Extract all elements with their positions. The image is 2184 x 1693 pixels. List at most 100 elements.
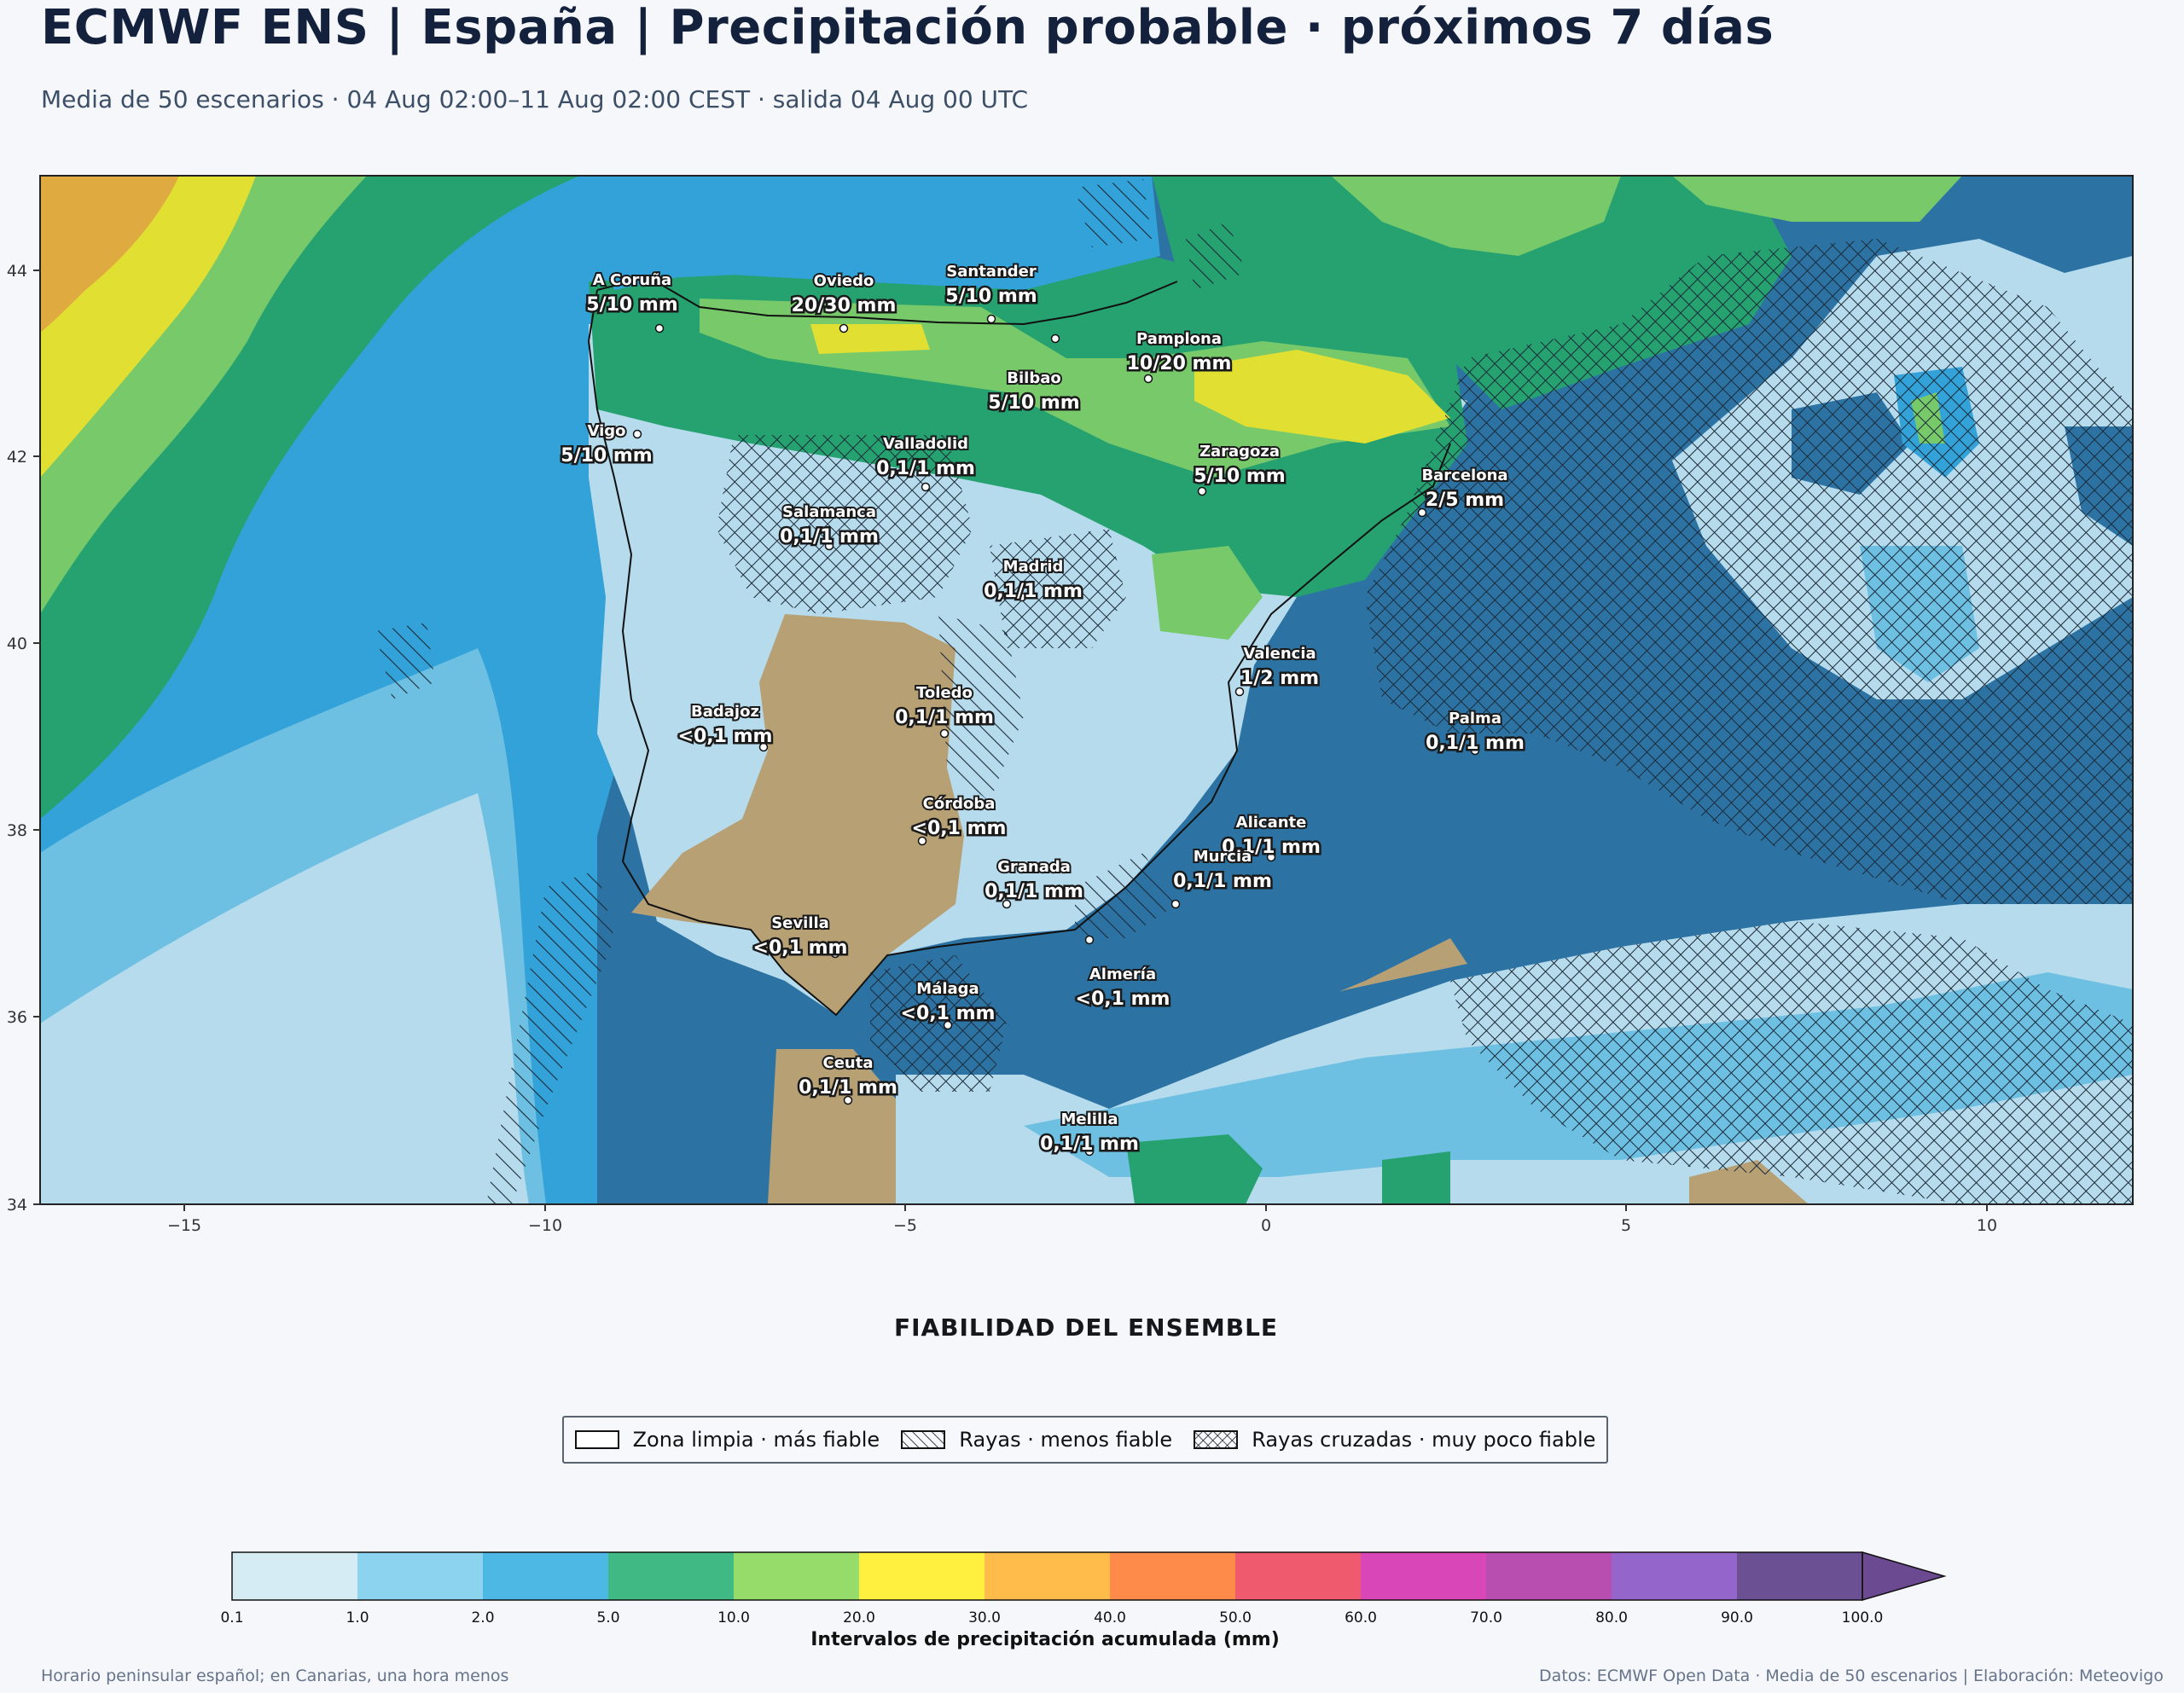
city-name: Madrid [1003, 558, 1064, 576]
city-name: Badajoz [691, 703, 759, 721]
city-marker [758, 742, 769, 752]
legend-label-clean: Zona limpia · más fiable [632, 1428, 880, 1452]
city-precip-value: 0,1/1 mm [984, 581, 1083, 602]
colorbar-tick-label: 30.0 [968, 1609, 1001, 1626]
colorbar-segment [232, 1552, 357, 1600]
colorbar-tick-label: 1.0 [346, 1609, 369, 1626]
lon-tick-label: −10 [528, 1216, 562, 1235]
city-marker [1143, 374, 1153, 384]
city-marker [917, 836, 927, 846]
reliability-overlay [375, 179, 2133, 1204]
city-marker [1266, 852, 1276, 862]
footer-credits: Datos: ECMWF Open Data · Media de 50 esc… [1539, 1667, 2164, 1685]
lon-tick-label: −5 [893, 1216, 917, 1235]
page-subtitle: Media de 50 escenarios · 04 Aug 02:00–11… [41, 85, 1029, 113]
city-precip-value: 0,1/1 mm [876, 458, 975, 479]
colorbar-segment [859, 1552, 985, 1600]
latitude-ticks: 44 42 40 38 36 34 [7, 262, 40, 1215]
city-name: Pamplona [1136, 330, 1222, 348]
colorbar-segment [734, 1552, 859, 1600]
map-frame [39, 175, 2134, 1205]
city-marker [839, 323, 849, 333]
city-precip-value: 0,1/1 mm [799, 1077, 897, 1099]
city-name: Sevilla [771, 914, 829, 932]
city-name: Murcia [1194, 848, 1252, 866]
city-precip-value: 20/30 mm [792, 295, 897, 316]
page-title: ECMWF ENS | España | Precipitación proba… [41, 0, 1774, 55]
city-precip-value: <0,1 mm [1076, 989, 1170, 1010]
city-labels: A Coruña 5/10 mm Oviedo 20/30 mm Santander 5/… [559, 261, 1527, 1157]
colorbar-segment [1737, 1552, 1862, 1600]
colorbar-segment [608, 1552, 734, 1600]
city-name: Almería [1089, 965, 1156, 983]
city-precip-value: 0,1/1 mm [1426, 733, 1525, 754]
city-name: Melilla [1061, 1110, 1118, 1128]
map-canvas: −15 −10 −5 0 5 10 44 42 40 38 36 34 A Coruña 5/10 m… [7, 175, 2134, 1235]
city-precip-value: 5/10 mm [1194, 466, 1285, 487]
city-name: Toledo [916, 684, 973, 702]
city-marker [943, 1020, 953, 1030]
city-marker [1050, 333, 1060, 344]
city-precip-value: 0,1/1 mm [780, 526, 879, 548]
colorbar-tick-label: 0.1 [220, 1609, 243, 1626]
lat-tick-label: 38 [7, 821, 27, 840]
longitude-ticks: −15 −10 −5 0 5 10 [167, 1204, 1997, 1235]
reliability-title: FIABILIDAD DEL ENSEMBLE [893, 1313, 1279, 1342]
legend-label-hatch: Rayas · menos fiable [959, 1428, 1173, 1452]
city-marker [939, 728, 950, 739]
reliability-legend: Zona limpia · más fiable Rayas · menos f… [562, 1416, 1608, 1464]
lon-tick-label: 10 [1977, 1216, 1997, 1235]
city-precip-value: 0,1/1 mm [985, 881, 1083, 902]
hatch-swatch-icon [901, 1430, 946, 1449]
lon-tick-label: −15 [167, 1216, 201, 1235]
city-marker [1084, 1146, 1095, 1157]
city-name: Vigo [587, 422, 625, 440]
lon-tick-label: 0 [1261, 1216, 1271, 1235]
lat-tick-label: 40 [7, 635, 27, 653]
legend-item-cross: Rayas cruzadas · muy poco fiable [1194, 1428, 1595, 1452]
colorbar-tick-label: 50.0 [1219, 1609, 1252, 1626]
lon-tick-label: 5 [1621, 1216, 1631, 1235]
colorbar-svg: 0.1 1.0 2.0 5.0 10.0 20.0 30.0 40.0 50.0 60.0 70.0… [220, 1551, 1947, 1626]
legend-item-clean: Zona limpia · más fiable [574, 1428, 880, 1452]
legend-label-cross: Rayas cruzadas · muy poco fiable [1252, 1428, 1596, 1452]
colorbar-tick-label: 5.0 [596, 1609, 619, 1626]
lat-tick-label: 42 [7, 448, 27, 467]
city-precip-value: 0,1/1 mm [895, 707, 994, 728]
city-name: Zaragoza [1199, 443, 1280, 461]
city-name: Valladolid [883, 435, 968, 453]
city-name: Alicante [1236, 814, 1307, 832]
city-name: Granada [997, 858, 1071, 876]
city-marker [1017, 592, 1027, 602]
precipitation-map[interactable]: −15 −10 −5 0 5 10 44 42 40 38 36 34 A Coruña 5/10 m… [0, 0, 2184, 1245]
city-precip-value: 5/10 mm [586, 294, 677, 316]
city-marker [1417, 507, 1427, 518]
city-marker [921, 482, 931, 492]
city-precip-value: 5/10 mm [561, 445, 652, 467]
city-marker [1197, 486, 1207, 496]
colorbar-segment [1110, 1552, 1235, 1600]
city-marker [1470, 745, 1480, 756]
colorbar-segment [1235, 1552, 1361, 1600]
city-precip-value: <0,1 mm [901, 1003, 996, 1024]
colorbar-segment [1486, 1552, 1612, 1600]
city-precip-value: 1/2 mm [1240, 668, 1319, 689]
colorbar-tick-label: 2.0 [471, 1609, 494, 1626]
city-name: Santander [946, 263, 1037, 281]
city-precip-value: 5/10 mm [945, 286, 1037, 307]
lat-tick-label: 44 [7, 262, 27, 281]
city-precip-value: 0,1/1 mm [1040, 1133, 1139, 1155]
footer-note: Horario peninsular español; en Canarias,… [41, 1667, 509, 1685]
colorbar-tick-label: 100.0 [1842, 1609, 1884, 1626]
city-marker [1084, 935, 1095, 945]
colorbar-label: Intervalos de precipitación acumulada (m… [810, 1629, 1280, 1650]
city-name: Salamanca [782, 503, 876, 521]
colorbar-segment [985, 1552, 1110, 1600]
city-precip-value: <0,1 mm [912, 818, 1007, 839]
city-name: Barcelona [1421, 467, 1507, 484]
city-marker [1170, 899, 1181, 909]
colorbar-segment [1612, 1552, 1737, 1600]
colorbar-tick-label: 20.0 [843, 1609, 875, 1626]
colorbar-frame [231, 1551, 1863, 1601]
colorbar-tick-label: 60.0 [1345, 1609, 1377, 1626]
